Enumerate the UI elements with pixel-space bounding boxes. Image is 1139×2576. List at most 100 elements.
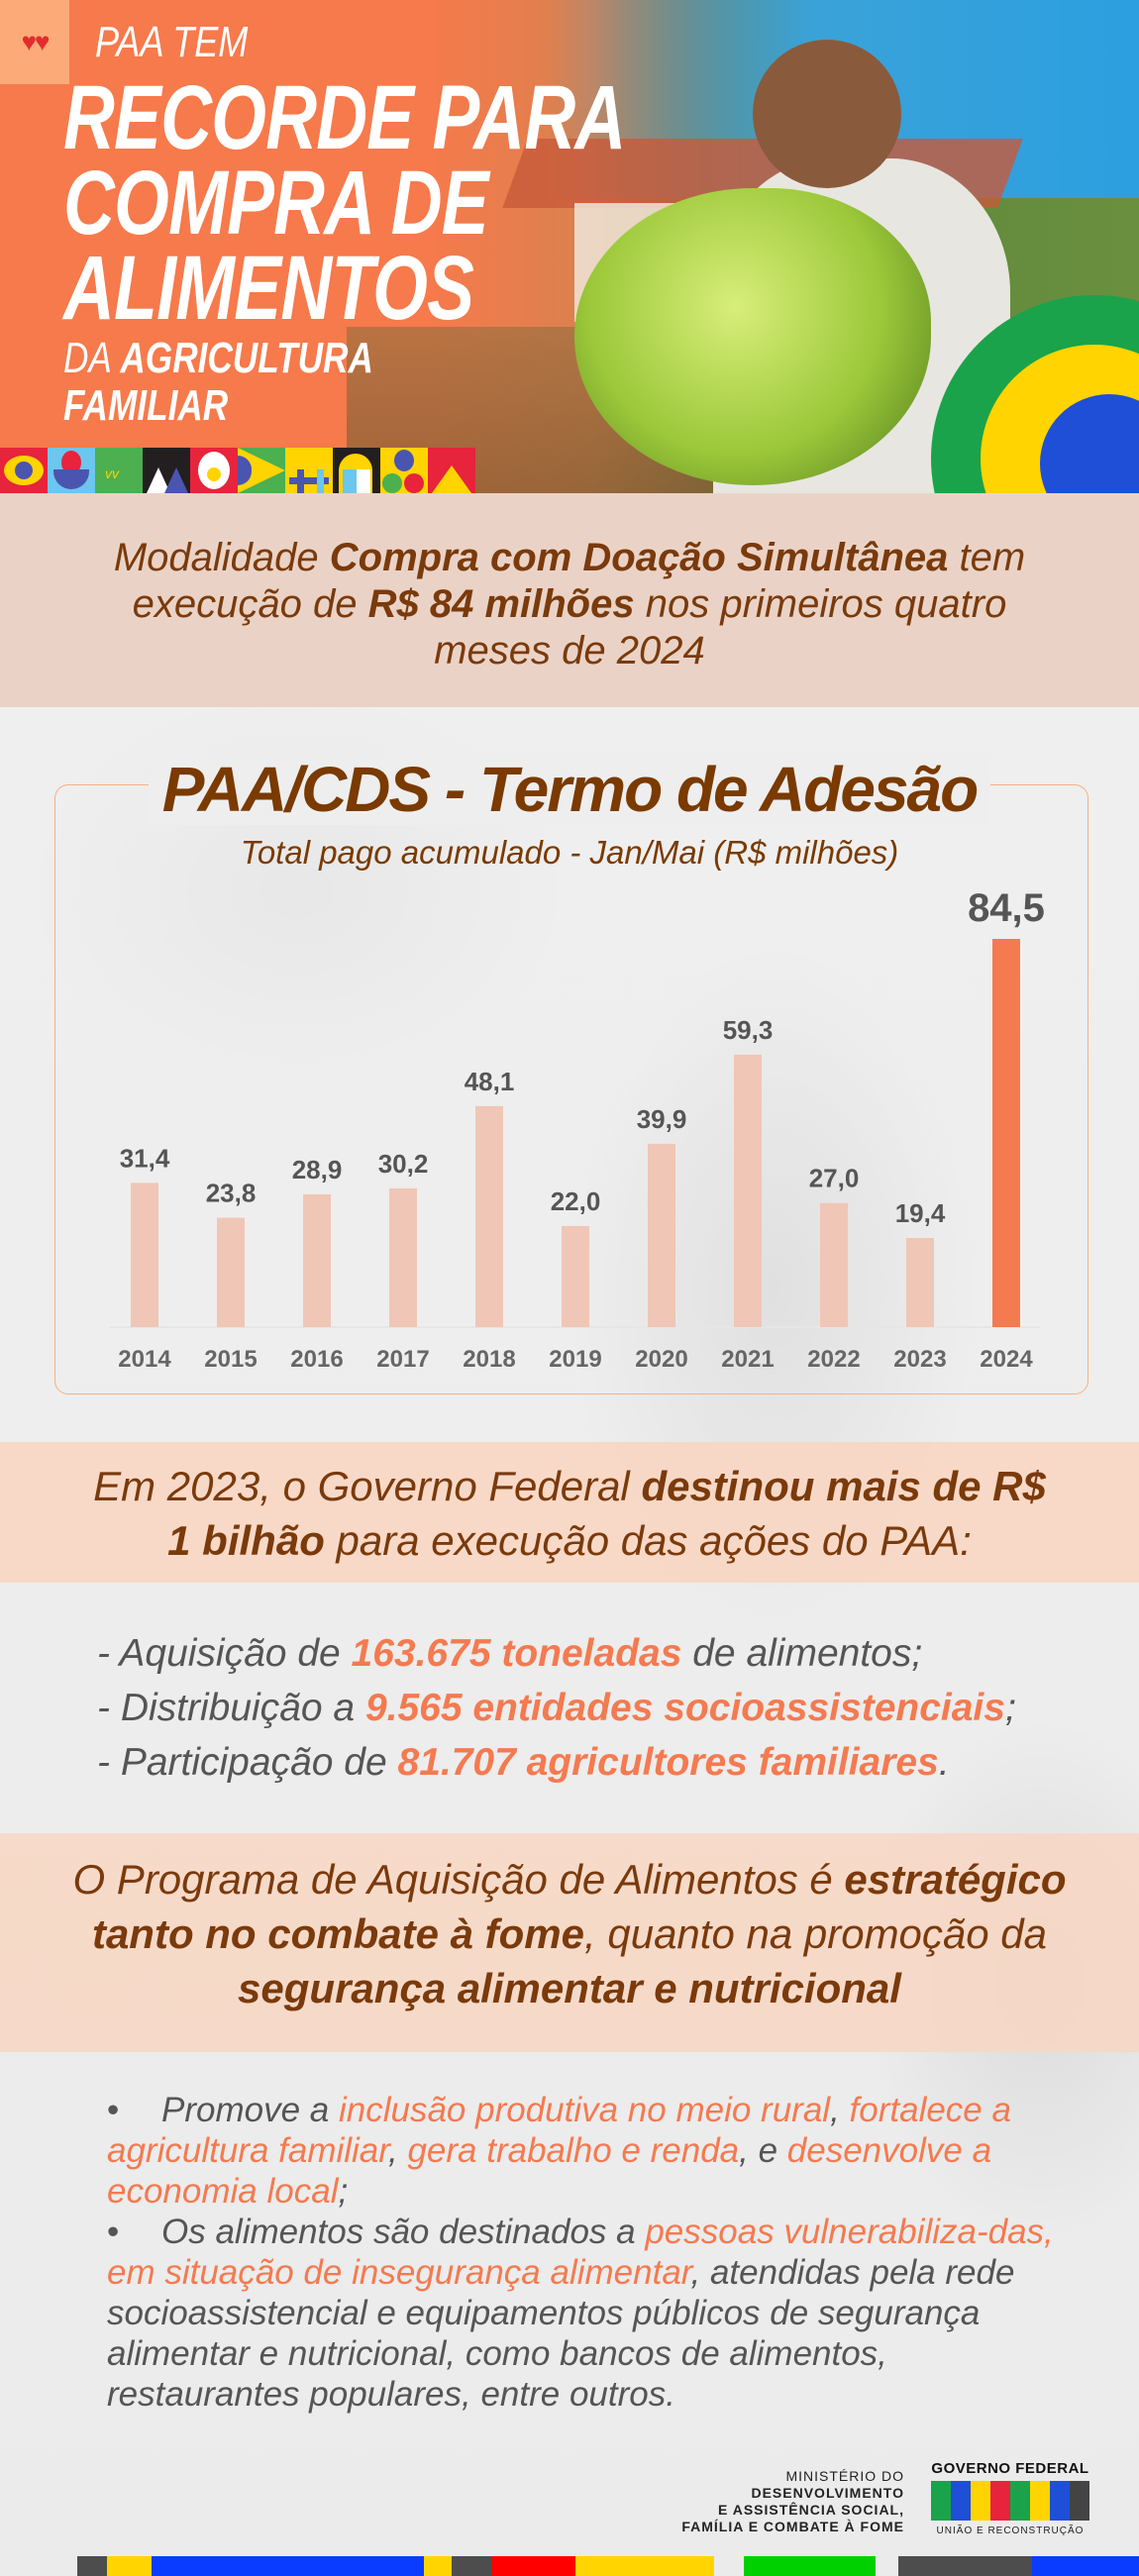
text-segment: , e (739, 2131, 787, 2170)
hero-photo-farmer-head (753, 40, 901, 188)
intro-band (0, 493, 1139, 707)
text-segment: , quanto na promoção da (584, 1910, 1048, 1957)
chart-x-tick-label: 2020 (635, 1346, 687, 1373)
results-list-item: - Aquisição de 163.675 toneladas de alim… (97, 1626, 1016, 1681)
text-segment: nos primeiros quatro meses de 2024 (434, 582, 1007, 672)
chart-bar (906, 1238, 934, 1327)
text-segment: Modalidade (113, 536, 330, 579)
chart-value-label: 27,0 (809, 1164, 860, 1193)
chart-bar (217, 1217, 245, 1327)
chart-value-label: 31,4 (120, 1143, 170, 1173)
chart-x-tick-label: 2022 (807, 1346, 860, 1373)
sprout-tile-icon: vv (95, 448, 143, 493)
text-segment: tem execução de (132, 536, 1026, 626)
chart-x-tick-label: 2018 (463, 1346, 515, 1373)
text-segment: ; (1004, 1687, 1016, 1729)
hero-banner: ♥♥ PAA TEM RECORDE PARA COMPRA DE ALIMEN… (0, 0, 1139, 493)
highlight-text: pessoas vulnerabiliza-das, em situação d… (107, 2213, 1054, 2292)
text-segment: Os alimentos são destinados a (161, 2213, 646, 2251)
figures-tile-icon (380, 448, 428, 493)
chart-subtitle: Total pago acumulado - Jan/Mai (R$ milhõ… (240, 834, 899, 871)
chart-x-tick-label: 2014 (118, 1346, 171, 1373)
chart-bar (734, 1054, 762, 1327)
ministry-line: E ASSISTÊNCIA SOCIAL, (718, 2502, 904, 2518)
benefits-list-item: • Os alimentos são destinados a pessoas v… (107, 2212, 1058, 2415)
bullet-icon: • (107, 2213, 120, 2251)
text-segment: para execução das ações do PAA: (324, 1517, 972, 1564)
hero-subtitle-bold: FAMILIAR (63, 381, 229, 430)
chart-x-tick-label: 2015 (204, 1346, 257, 1373)
bold-text: destinou mais de R$ 1 bilhão (167, 1463, 1046, 1564)
chart-value-label: 39,9 (637, 1104, 687, 1134)
hero-subtitle-prefix: DA (63, 334, 111, 382)
chart-x-tick-label: 2019 (549, 1346, 601, 1373)
funding-band (0, 1442, 1139, 1583)
results-list: - Aquisição de 163.675 toneladas de alim… (97, 1626, 1016, 1790)
mountain-tile-icon (143, 448, 190, 493)
text-segment: . (938, 1741, 950, 1784)
program-band (0, 1833, 1139, 2052)
hero-photo-lettuce (574, 188, 931, 485)
text-segment: O Programa de Aquisição de Alimentos é (72, 1856, 845, 1903)
chart-x-tick-label: 2023 (893, 1346, 946, 1373)
highlight-text: 163.675 toneladas (351, 1632, 682, 1675)
chart-value-label: 30,2 (378, 1149, 429, 1179)
bar-chart: 31,4 2014 23,8 2015 28,9 2016 30,2 2017 48,1 2018… (118, 886, 1045, 1373)
hero-subtitle: DA AGRICULTURA FAMILIAR (63, 335, 373, 430)
bold-text: segurança alimentar e nutricional (238, 1965, 901, 2011)
flower-tile-icon (48, 448, 95, 493)
highlight-text: 9.565 entidades socioassistenciais (364, 1687, 1005, 1729)
chart-value-label: 84,5 (968, 886, 1045, 930)
bold-text: R$ 84 milhões (367, 582, 635, 626)
chart-x-tick-label: 2021 (721, 1346, 774, 1373)
text-segment: - Participação de (97, 1741, 398, 1784)
ministry-line: FAMÍLIA E COMBATE À FOME (681, 2519, 904, 2534)
chart-value-label: 59,3 (723, 1015, 774, 1045)
chart-bar (992, 939, 1020, 1327)
text-segment: , atendidas pela rede socioassistencial … (107, 2253, 1015, 2414)
chart-bar (389, 1187, 417, 1327)
benefits-list: • Promove a inclusão produtiva no meio ru… (107, 2090, 1058, 2415)
ministry-logo-text: MINISTÉRIO DO DESENVOLVIMENTO E ASSISTÊN… (555, 2468, 904, 2535)
chart-bar (303, 1193, 331, 1327)
text-segment: , (388, 2131, 408, 2170)
chart-value-label: 22,0 (551, 1186, 601, 1216)
text-segment: de alimentos; (681, 1632, 923, 1675)
funding-text: Em 2023, o Governo Federal destinou mais… (0, 1459, 1139, 1568)
chart-value-label: 28,9 (292, 1155, 343, 1185)
benefits-list-item: • Promove a inclusão produtiva no meio ru… (107, 2090, 1058, 2212)
bullet-icon: • (107, 2091, 120, 2129)
chart-bar (131, 1183, 158, 1327)
plus-tile-icon (285, 448, 333, 493)
ministry-line: DESENVOLVIMENTO (751, 2485, 904, 2501)
triangle-tile-icon (428, 448, 475, 493)
paa-logo-icon: ♥♥ (0, 0, 69, 84)
results-list-item: - Distribuição a 9.565 entidades socioas… (97, 1681, 1016, 1735)
chart-bar (820, 1202, 848, 1327)
hero-title: RECORDE PARA COMPRA DE ALIMENTOS (63, 67, 626, 334)
text-segment: - Aquisição de (97, 1632, 352, 1675)
hero-title-line: RECORDE PARA (63, 67, 626, 168)
hero-title-line: COMPRA DE (63, 153, 489, 254)
chart-title: PAA/CDS - Termo de Adesão (0, 753, 1139, 826)
house-tile-icon (333, 448, 380, 493)
chart-title-text: PAA/CDS - Termo de Adesão (148, 754, 991, 825)
results-list-item: - Participação de 81.707 agricultores fa… (97, 1735, 1016, 1790)
hero-subtitle-bold: AGRICULTURA (120, 334, 373, 382)
bold-text: estratégico tanto no combate à fome (91, 1856, 1067, 1957)
highlight-text: fortalece a agricultura familiar (107, 2091, 1011, 2170)
gov-tagline: UNIÃO E RECONSTRUÇÃO (936, 2525, 1085, 2536)
chart-value-label: 23,8 (206, 1179, 257, 1208)
benefits-item-text: Os alimentos são destinados a pessoas vu… (107, 2213, 1054, 2414)
bottom-color-strip (0, 2556, 1139, 2576)
eye-tile-icon (0, 448, 48, 493)
chart-x-tick-label: 2024 (980, 1346, 1033, 1373)
chart-bar (562, 1225, 589, 1327)
egg-tile-icon (190, 448, 238, 493)
chart-bar (648, 1143, 675, 1327)
chart-value-label: 48,1 (465, 1067, 515, 1096)
bold-text: Compra com Doação Simultânea (329, 536, 949, 579)
hero-kicker: PAA TEM (95, 18, 249, 66)
chart-bar (475, 1105, 503, 1327)
intro-text: Modalidade Compra com Doação Simultânea … (0, 535, 1139, 674)
